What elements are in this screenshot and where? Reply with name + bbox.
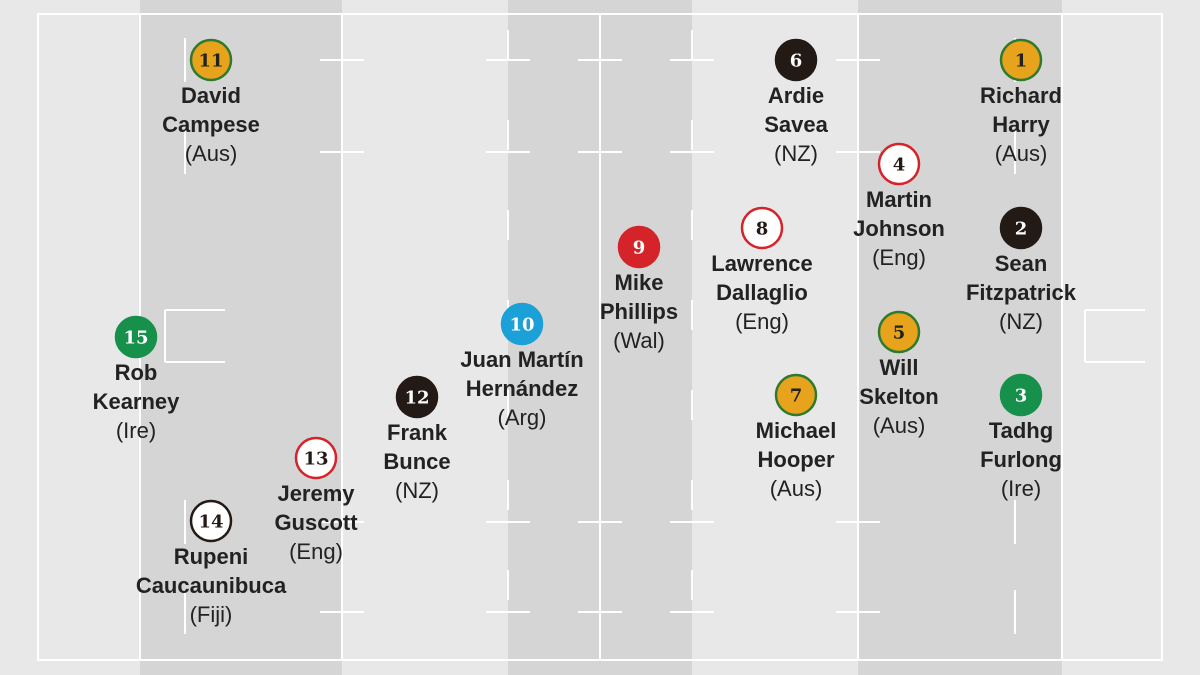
- player: 13 Jeremy Guscott (Eng): [274, 436, 358, 564]
- player-name: Martin: [866, 187, 932, 212]
- player: 3 Tadhg Furlong (Ire): [980, 373, 1062, 501]
- player-name: Campese: [162, 112, 260, 137]
- player-name: Furlong: [980, 447, 1062, 472]
- player-name: Sean: [995, 251, 1048, 276]
- player-name: David: [181, 83, 241, 108]
- number-badge: [774, 373, 818, 417]
- player-name: Savea: [764, 112, 828, 137]
- player: 14 Rupeni Caucaunibuca (Fiji): [136, 499, 287, 627]
- player-name: Kearney: [93, 389, 181, 414]
- player-country: (Aus): [873, 413, 926, 438]
- player-name: Richard: [980, 83, 1062, 108]
- players: 11 David Campese (Aus) 6 Ardie Savea (NZ) 1 Richa…: [93, 38, 1077, 627]
- number-badge: [395, 375, 439, 419]
- player-country: (Ire): [116, 418, 156, 443]
- player-name: Jeremy: [277, 481, 355, 506]
- player-name: Phillips: [600, 299, 678, 324]
- player-name: Fitzpatrick: [966, 280, 1077, 305]
- player-name: Bunce: [383, 449, 450, 474]
- player-number: 11: [198, 51, 223, 72]
- number-badge: [189, 499, 233, 543]
- player-name: Juan Martín: [460, 347, 583, 372]
- player: 9 Mike Phillips (Wal): [600, 225, 678, 353]
- player-country: (Aus): [995, 141, 1048, 166]
- player-name: Hernández: [466, 376, 578, 401]
- player-number: 14: [198, 512, 223, 533]
- player-country: (NZ): [395, 478, 439, 503]
- player-name: Harry: [992, 112, 1050, 137]
- player-number: 5: [893, 323, 906, 344]
- player-name: Will: [880, 355, 919, 380]
- player-name: Hooper: [758, 447, 835, 472]
- dashes: [184, 38, 1016, 634]
- player-number: 9: [633, 238, 646, 259]
- player-name: Guscott: [274, 510, 358, 535]
- player-name: Frank: [387, 420, 448, 445]
- player-name: Rupeni: [174, 544, 249, 569]
- player-country: (Aus): [770, 476, 823, 501]
- number-badge: [999, 373, 1043, 417]
- player: 12 Frank Bunce (NZ): [383, 375, 451, 503]
- player-name: Lawrence: [711, 251, 813, 276]
- player: 2 Sean Fitzpatrick (NZ): [966, 206, 1077, 334]
- player-country: (Eng): [872, 245, 926, 270]
- player-country: (Ire): [1001, 476, 1041, 501]
- player-country: (NZ): [999, 309, 1043, 334]
- number-badge: [999, 206, 1043, 250]
- player-country: (NZ): [774, 141, 818, 166]
- player-number: 1: [1015, 51, 1028, 72]
- player: 8 Lawrence Dallaglio (Eng): [711, 206, 813, 334]
- player-country: (Eng): [735, 309, 789, 334]
- player: 11 David Campese (Aus): [162, 38, 260, 166]
- player-number: 3: [1015, 386, 1028, 407]
- number-badge: [999, 38, 1043, 82]
- number-badge: [189, 38, 233, 82]
- player-name: Rob: [115, 360, 158, 385]
- number-badge: [877, 310, 921, 354]
- number-badge: [774, 38, 818, 82]
- player-country: (Eng): [289, 539, 343, 564]
- player-country: (Wal): [613, 328, 665, 353]
- player-number: 8: [756, 219, 769, 240]
- player-name: Mike: [615, 270, 664, 295]
- player-country: (Fiji): [190, 602, 233, 627]
- player-name: Johnson: [853, 216, 945, 241]
- player-number: 10: [509, 315, 534, 336]
- player-number: 6: [790, 51, 803, 72]
- number-badge: [114, 315, 158, 359]
- number-badge: [877, 142, 921, 186]
- stripe: [140, 0, 342, 675]
- player: 6 Ardie Savea (NZ): [764, 38, 829, 166]
- player-number: 7: [790, 386, 803, 407]
- player-number: 4: [893, 155, 906, 176]
- number-badge: [500, 302, 544, 346]
- player-name: Skelton: [859, 384, 938, 409]
- number-badge: [617, 225, 661, 269]
- player-number: 15: [123, 328, 148, 349]
- player-name: Dallaglio: [716, 280, 808, 305]
- player: 5 Will Skelton (Aus): [859, 310, 939, 438]
- player: 1 Richard Harry (Aus): [980, 38, 1062, 166]
- player-country: (Arg): [498, 405, 547, 430]
- player-number: 13: [303, 449, 328, 470]
- player-name: Caucaunibuca: [136, 573, 287, 598]
- player-name: Michael: [756, 418, 837, 443]
- player: 4 Martin Johnson (Eng): [853, 142, 945, 270]
- player: 10 Juan Martín Hernández (Arg): [460, 302, 584, 430]
- number-badge: [740, 206, 784, 250]
- player: 15 Rob Kearney (Ire): [93, 315, 181, 443]
- player-name: Tadhg: [989, 418, 1053, 443]
- player-number: 12: [404, 388, 429, 409]
- player-name: Ardie: [768, 83, 824, 108]
- player-country: (Aus): [185, 141, 238, 166]
- player-number: 2: [1015, 219, 1028, 240]
- player: 7 Michael Hooper (Aus): [756, 373, 837, 501]
- number-badge: [294, 436, 338, 480]
